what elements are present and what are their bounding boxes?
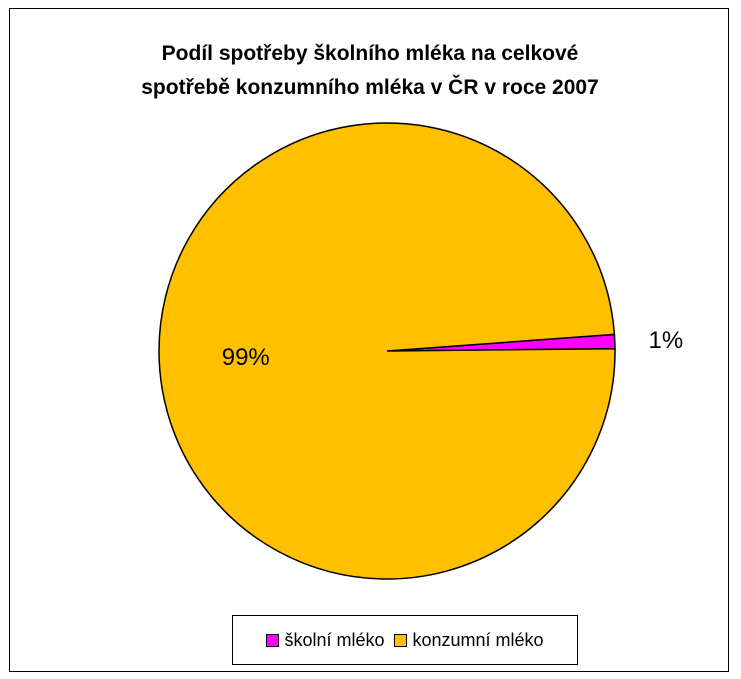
data-label-konzumni-mleko: 99% — [222, 344, 270, 371]
legend-item-konzumni-mleko: konzumní mléko — [394, 629, 544, 651]
pie-slice-konzumni-mleko — [158, 122, 616, 580]
chart-title-line-2: spotřebě konzumního mléka v ČR v roce 20… — [141, 76, 599, 99]
chart-title: Podíl spotřeby školního mléka na celkové… — [10, 37, 730, 105]
legend-swatch-konzumni-mleko — [394, 633, 408, 647]
data-label-skolni-mleko: 1% — [649, 327, 684, 354]
pie-plot: 1% 99% — [158, 122, 684, 580]
legend: školní mléko konzumní mléko — [232, 615, 578, 665]
legend-label-skolni-mleko: školní mléko — [284, 629, 385, 650]
legend-swatch-skolni-mleko — [266, 633, 280, 647]
chart-title-line-1: Podíl spotřeby školního mléka na celkové — [161, 42, 579, 65]
legend-item-skolni-mleko: školní mléko — [266, 630, 384, 651]
legend-label-konzumni-mleko: konzumní mléko — [412, 629, 544, 650]
chart-area: Podíl spotřeby školního mléka na celkové… — [9, 8, 729, 672]
